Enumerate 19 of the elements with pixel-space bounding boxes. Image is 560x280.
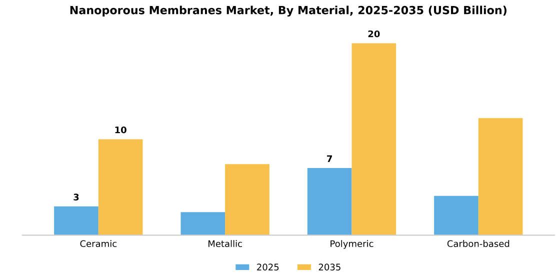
x-tick-label: Ceramic [80, 240, 117, 248]
x-tick-label: Polymeric [330, 240, 374, 249]
bar [98, 139, 143, 236]
bar [352, 43, 396, 236]
bar [478, 118, 523, 236]
bar [180, 212, 226, 236]
bar [54, 206, 98, 236]
data-label: 10 [115, 126, 126, 134]
data-label: 3 [74, 194, 79, 200]
data-label: 7 [327, 155, 332, 162]
legend-label: 2025 [257, 264, 279, 270]
legend-label: 2035 [318, 264, 340, 270]
bar [225, 164, 270, 236]
chart-title: Nanoporous Membranes Market, By Material, 2025-2035 (USD Billion) [70, 6, 506, 17]
bar [307, 168, 352, 236]
x-tick-label: Carbon-based [447, 240, 510, 248]
x-tick-label: Metallic [208, 240, 242, 248]
bar [434, 196, 478, 236]
data-label: 20 [368, 30, 380, 38]
